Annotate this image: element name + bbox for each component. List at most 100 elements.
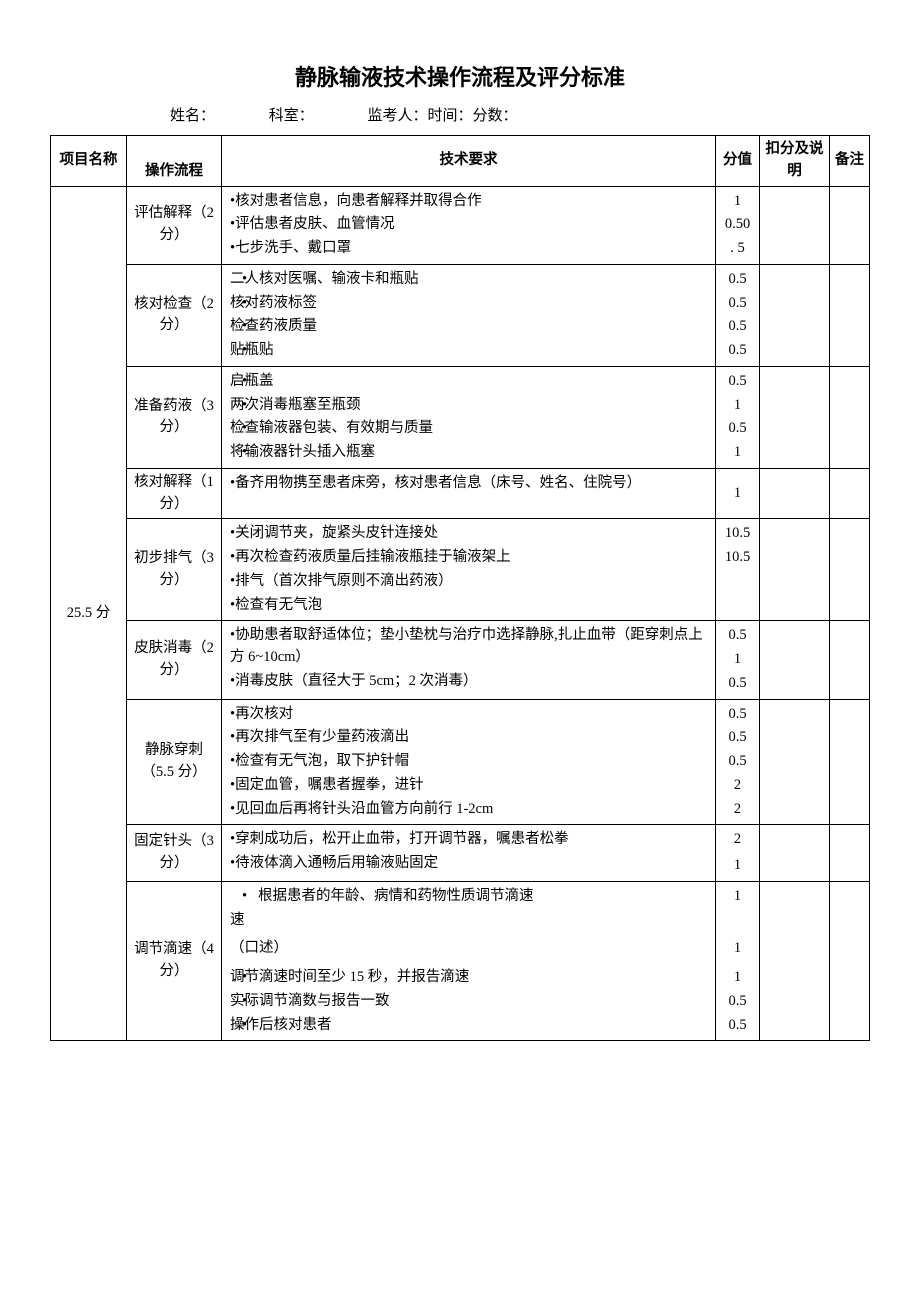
score-item: 0.5	[720, 624, 755, 648]
score-item: 1	[720, 885, 755, 909]
req-item: 将输液器针头插入瓶塞	[230, 441, 711, 465]
req-item: 速	[230, 909, 711, 933]
req-item: •消毒皮肤（直径大于 5cm；2 次消毒）	[230, 670, 711, 694]
remark-cell	[830, 519, 870, 621]
req-item: 操作后核对患者	[230, 1014, 711, 1038]
score-item: 10.5	[720, 546, 755, 570]
score-item: 10.5	[720, 522, 755, 546]
step-cell: 核对解释（1分）	[127, 468, 222, 519]
step-cell: 固定针头（3分）	[127, 825, 222, 882]
header-requirement: 技术要求	[222, 136, 716, 187]
req-item: 两次消毒瓶塞至瓶颈	[230, 394, 711, 418]
header-remark: 备注	[830, 136, 870, 187]
score-item: 1	[720, 190, 755, 214]
table-row: 核对解释（1分） •备齐用物携至患者床旁，核对患者信息（床号、姓名、住院号） 1	[51, 468, 870, 519]
remark-cell	[830, 366, 870, 468]
score-item: 2	[720, 798, 755, 822]
score-item: 1	[720, 648, 755, 672]
score-cell: 1 1 1 0.5 0.5	[716, 881, 760, 1041]
score-cell: 0.5 1 0.5	[716, 621, 760, 699]
score-item: 1	[720, 394, 755, 418]
req-cell: •关闭调节夹，旋紧头皮针连接处 •再次检查药液质量后挂输液瓶挂于输液架上 •排气…	[222, 519, 716, 621]
req-item: 二人核对医嘱、输液卡和瓶贴	[230, 268, 711, 292]
score-item: 0.5	[720, 990, 755, 1014]
table-row: 准备药液（3分） 启瓶盖 两次消毒瓶塞至瓶颈 检查输液器包装、有效期与质量 将输…	[51, 366, 870, 468]
req-item: 调节滴速时间至少 15 秒，并报告滴速	[230, 966, 711, 990]
score-cell: 0.5 0.5 0.5 0.5	[716, 264, 760, 366]
deduct-cell	[760, 699, 830, 825]
req-cell: 启瓶盖 两次消毒瓶塞至瓶颈 检查输液器包装、有效期与质量 将输液器针头插入瓶塞	[222, 366, 716, 468]
score-item: 0.5	[720, 339, 755, 363]
req-item: •协助患者取舒适体位；垫小垫枕与治疗巾选择静脉,扎止血带（距穿刺点上方 6~10…	[230, 624, 711, 670]
score-item: 1	[720, 966, 755, 990]
header-row: 项目名称 操作流程 技术要求 分值 扣分及说明 备注	[51, 136, 870, 187]
page-title: 静脉输液技术操作流程及评分标准	[50, 60, 870, 92]
remark-cell	[830, 825, 870, 882]
score-item: 0.5	[720, 315, 755, 339]
header-project: 项目名称	[51, 136, 127, 187]
header-deduction: 扣分及说明	[760, 136, 830, 187]
score-cell: 2 1	[716, 825, 760, 882]
remark-cell	[830, 699, 870, 825]
step-cell: 静脉穿刺（5.5 分）	[127, 699, 222, 825]
name-label: 姓名：	[170, 108, 215, 124]
req-item: •再次排气至有少量药液滴出	[230, 726, 711, 750]
req-item: •穿刺成功后，松开止血带，打开调节器，嘱患者松拳	[230, 828, 711, 852]
step-cell: 核对检查（2分）	[127, 264, 222, 366]
score-item: 0.5	[720, 268, 755, 292]
deduct-cell	[760, 881, 830, 1041]
score-cell: 1 0.50 . 5	[716, 186, 760, 264]
score-item: 2	[720, 828, 755, 852]
req-cell: •再次核对 •再次排气至有少量药液滴出 •检查有无气泡，取下护针帽 •固定血管，…	[222, 699, 716, 825]
table-row: 25.5 分 评估解释（2分） •核对患者信息，向患者解释并取得合作 •评估患者…	[51, 186, 870, 264]
remark-cell	[830, 468, 870, 519]
score-item: 0.5	[720, 750, 755, 774]
table-row: 皮肤消毒（2分） •协助患者取舒适体位；垫小垫枕与治疗巾选择静脉,扎止血带（距穿…	[51, 621, 870, 699]
deduct-cell	[760, 264, 830, 366]
examiner-label: 监考人：时间：分数：	[368, 108, 518, 124]
score-item	[720, 909, 755, 933]
score-item: 1	[720, 441, 755, 465]
table-row: 静脉穿刺（5.5 分） •再次核对 •再次排气至有少量药液滴出 •检查有无气泡，…	[51, 699, 870, 825]
score-item: 0.5	[720, 1014, 755, 1038]
deduct-cell	[760, 366, 830, 468]
req-item: 检查输液器包装、有效期与质量	[230, 417, 711, 441]
project-total-cell: 25.5 分	[51, 186, 127, 1041]
req-item: •排气（首次排气原则不滴出药液）	[230, 570, 711, 594]
req-item: •评估患者皮肤、血管情况	[230, 213, 711, 237]
step-cell: 调节滴速（4分）	[127, 881, 222, 1041]
req-item: •检查有无气泡，取下护针帽	[230, 750, 711, 774]
score-item: 2	[720, 774, 755, 798]
req-cell: 二人核对医嘱、输液卡和瓶贴 核对药液标签 检查药液质量 贴瓶贴	[222, 264, 716, 366]
table-row: 固定针头（3分） •穿刺成功后，松开止血带，打开调节器，嘱患者松拳 •待液体滴入…	[51, 825, 870, 882]
header-score: 分值	[716, 136, 760, 187]
req-cell: •根据患者的年龄、病情和药物性质调节滴速 速 （口述） 调节滴速时间至少 15 …	[222, 881, 716, 1041]
req-item: 实际调节滴数与报告一致	[230, 990, 711, 1014]
req-item: •关闭调节夹，旋紧头皮针连接处	[230, 522, 711, 546]
table-row: 初步排气（3分） •关闭调节夹，旋紧头皮针连接处 •再次检查药液质量后挂输液瓶挂…	[51, 519, 870, 621]
scoring-table: 项目名称 操作流程 技术要求 分值 扣分及说明 备注 25.5 分 评估解释（2…	[50, 135, 870, 1041]
req-item: •备齐用物携至患者床旁，核对患者信息（床号、姓名、住院号）	[230, 472, 711, 496]
req-item: 核对药液标签	[230, 292, 711, 316]
score-cell: 0.5 1 0.5 1	[716, 366, 760, 468]
step-cell: 皮肤消毒（2分）	[127, 621, 222, 699]
score-item: 0.5	[720, 703, 755, 727]
req-item: •核对患者信息，向患者解释并取得合作	[230, 190, 711, 214]
deduct-cell	[760, 519, 830, 621]
req-item: 启瓶盖	[230, 370, 711, 394]
remark-cell	[830, 186, 870, 264]
score-item: 0.5	[720, 672, 755, 696]
score-cell: 1	[716, 468, 760, 519]
req-cell: •穿刺成功后，松开止血带，打开调节器，嘱患者松拳 •待液体滴入通畅后用输液贴固定	[222, 825, 716, 882]
score-item: 1	[720, 854, 755, 878]
step-cell: 评估解释（2分）	[127, 186, 222, 264]
score-item: 0.5	[720, 370, 755, 394]
req-item: •七步洗手、戴口罩	[230, 237, 711, 261]
score-item: 0.5	[720, 726, 755, 750]
req-item: •检查有无气泡	[230, 594, 711, 618]
req-item: •根据患者的年龄、病情和药物性质调节滴速	[230, 885, 711, 909]
score-item: . 5	[720, 237, 755, 261]
step-cell: 准备药液（3分）	[127, 366, 222, 468]
score-item: 1	[720, 932, 755, 966]
req-item: 贴瓶贴	[230, 339, 711, 363]
